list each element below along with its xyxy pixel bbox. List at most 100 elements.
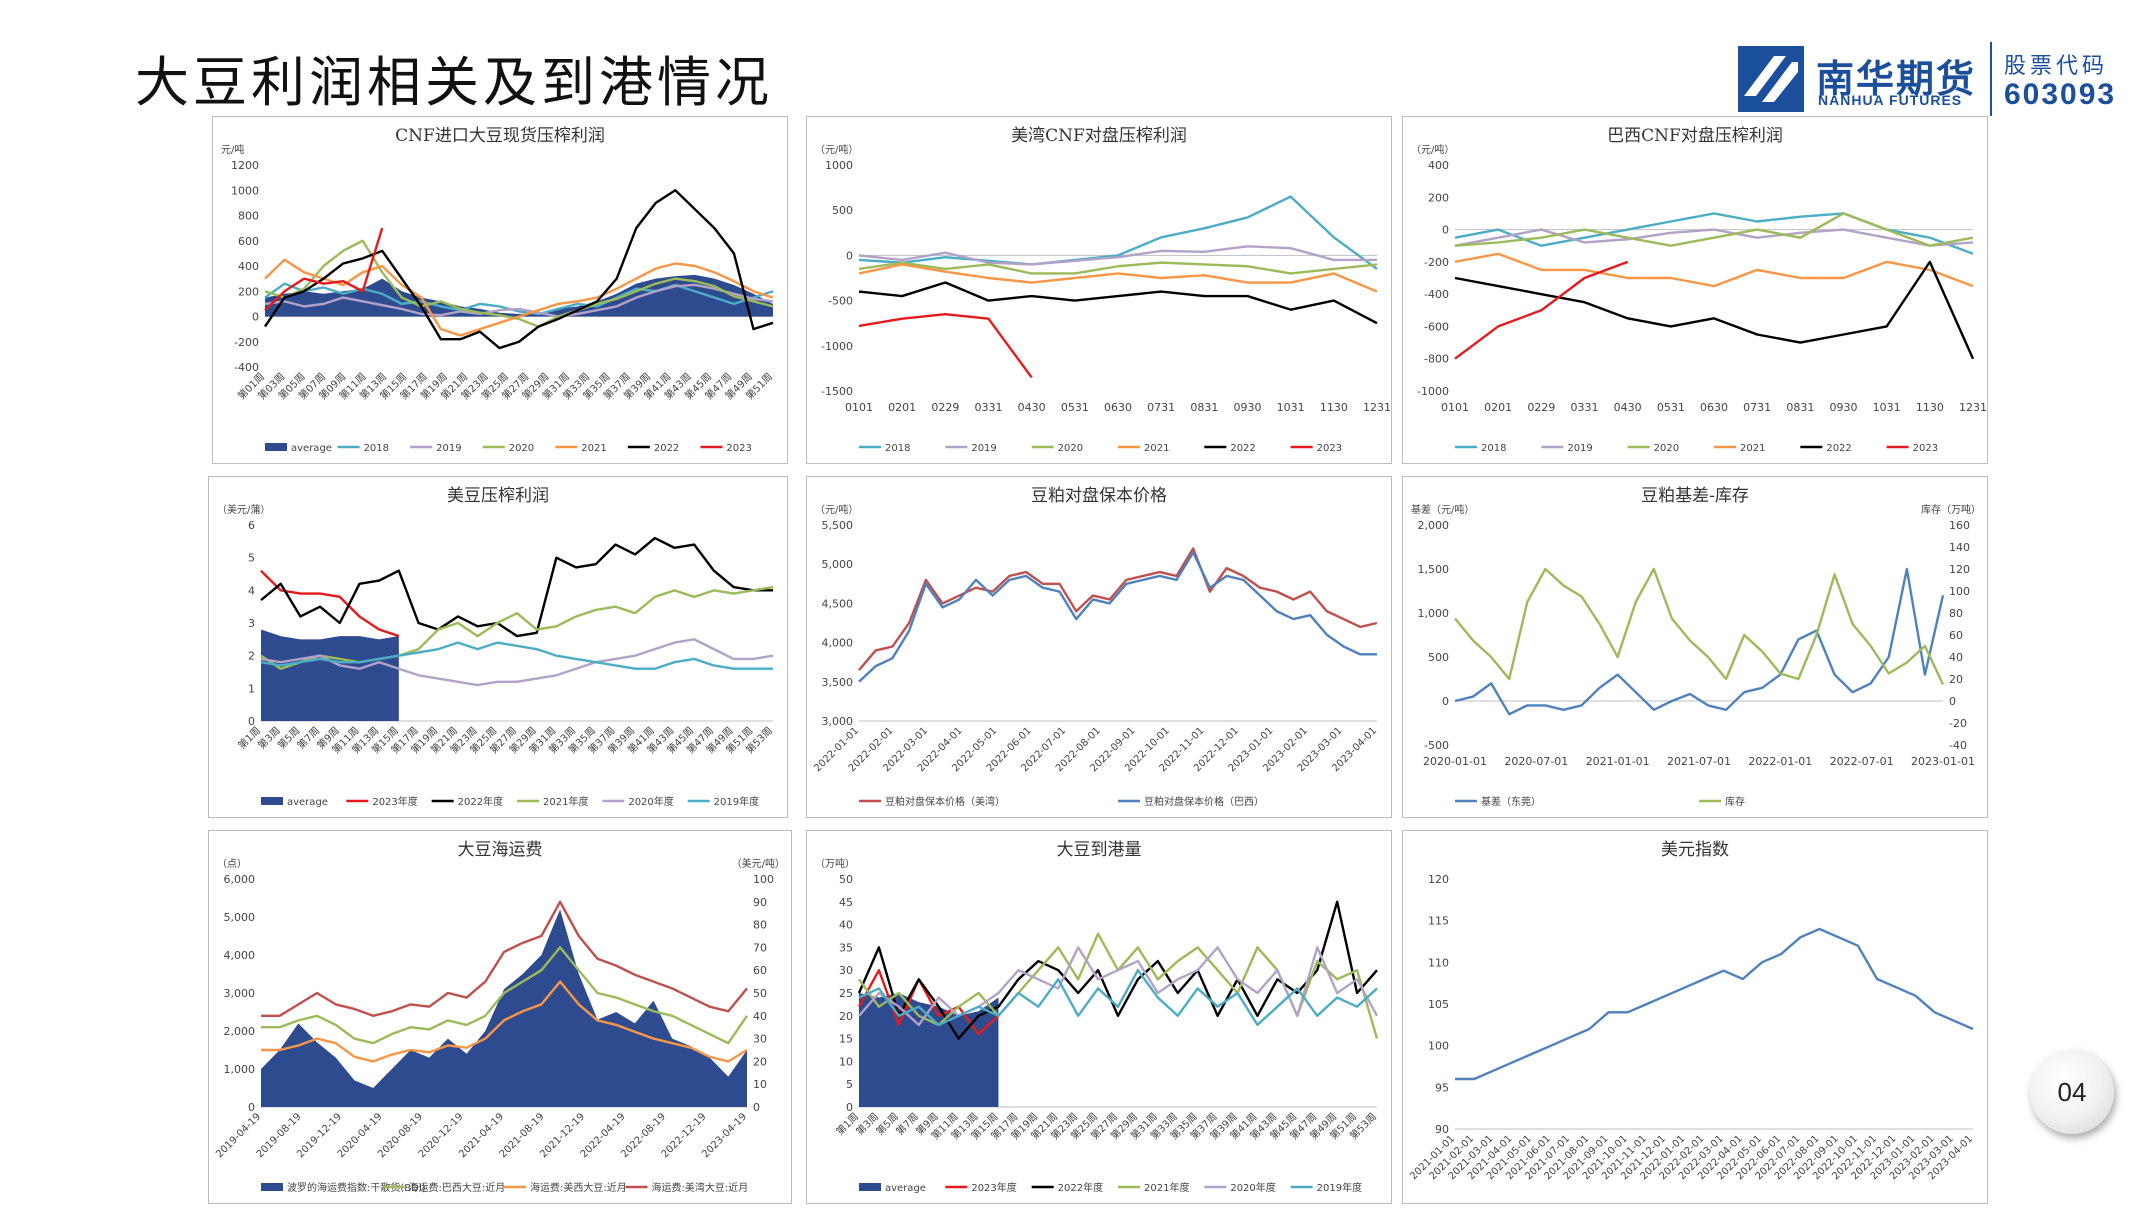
logo-name-cn: 南华期货 [1816,57,1977,101]
legend-label: 2020 [509,443,534,454]
y2-tick-label: 60 [1949,629,1963,642]
series-line-c8-0 [857,968,1000,1036]
x-tick-label: 0531 [1061,401,1089,414]
y-axis-label: （美元/蒲） [217,503,270,516]
y-tick-label: 400 [238,260,259,273]
legend-swatch [261,1183,283,1191]
y-tick-label: 90 [1435,1123,1449,1136]
series-line-c5-0 [858,547,1378,671]
y-tick-label: 500 [832,204,853,217]
series-line-c6-0 [1454,567,1945,716]
legend-label: 2020 [1058,443,1083,454]
y-tick-label: 1200 [231,159,259,172]
legend-label: 2020 [1654,443,1679,454]
chart-svg-c8: 大豆到港量（万吨）05101520253035404550第1周第3周第5周第7… [815,840,1379,1194]
y2-tick-label: 0 [753,1101,760,1114]
legend-label: 2022 [1230,443,1255,454]
x-tick-label: 1231 [1959,401,1987,414]
y-tick-label: 45 [839,896,853,909]
series-line-c3-4 [1454,260,1975,360]
legend-label: 2021 [1144,443,1169,454]
x-tick-label: 1031 [1873,401,1901,414]
nanhua-logo-icon [1738,46,1804,112]
y-tick-label: 15 [839,1033,853,1046]
series-line-c7-0 [261,946,748,1045]
series-line-c2-5 [858,312,1033,379]
legend-label: 2023 [1317,443,1342,454]
y2-tick-label: 80 [753,919,767,932]
legend-label: 2023 [1913,443,1938,454]
stock-code: 603093 [2004,78,2117,111]
y-tick-label: 120 [1428,873,1449,886]
chart-panel-soybean-arrivals: 大豆到港量 （万吨） 0 5 10 15 20 25 30 35 40 45 50 第1周 第3周 第5周 第7… [806,830,1392,1204]
page-title: 大豆利润相关及到港情况 [135,51,773,114]
y-axis-label: （点） [217,858,247,870]
y-tick-label: -200 [234,336,259,349]
y2-tick-label: 50 [753,987,767,1000]
area-series-c8 [859,993,999,1107]
chart-panel-soymeal-basis-inventory: 豆粕基差-库存 基差（元/吨） 库存（万吨） -500 0 500 1,000 1,500 2,… [1402,476,1988,818]
x-tick-label: 1130 [1320,401,1348,414]
legend-swatch [859,1183,881,1191]
y2-axis-label: （美元/吨） [732,857,785,870]
y-tick-label: 600 [238,235,259,248]
chart-title: 美豆压榨利润 [447,486,549,506]
series-line-c2-3 [858,263,1378,293]
chart-title: 美湾CNF对盘压榨利润 [1011,126,1187,146]
y-tick-label: 2,000 [1418,519,1450,532]
legend-label: 2019 [971,443,996,454]
y-tick-label: 5,000 [224,911,256,924]
legend-label: 2019年度 [1317,1181,1362,1194]
y-tick-label: -400 [234,361,259,374]
chart-svg-c2: 美湾CNF对盘压榨利润 （元/吨） -1500 -1000 -500 0 500 1000 01… [815,126,1391,454]
y2-tick-label: 120 [1949,563,1970,576]
y-tick-label: 1,500 [1418,563,1450,576]
legend-label: 2020年度 [628,795,673,808]
chart-panel-soymeal-breakeven-price: 豆粕对盘保本价格 （元/吨） 3,000 3,500 4,000 4,500 5,000 5,… [806,476,1392,818]
x-tick-label: 2021-07-01 [1667,755,1731,768]
y-axis-label: （元/吨） [1411,143,1454,156]
y2-tick-label: 80 [1949,607,1963,620]
y-tick-label: 0 [248,715,255,728]
legend-label: 2018 [364,443,389,454]
y-tick-label: 400 [1428,159,1449,172]
y-tick-label: 4,500 [822,597,854,610]
series-line-c7-1 [261,980,748,1063]
y2-tick-label: 20 [753,1055,767,1068]
company-logo: 南华期货 NANHUA FUTURES 股票代码 603093 [1738,42,2118,116]
y2-tick-label: 100 [1949,585,1970,598]
legend-label: average [885,1183,926,1194]
series-line-c4-4 [260,641,773,670]
x-tick-label: 0229 [931,401,959,414]
chart-title: 美元指数 [1661,840,1729,860]
legend-label: 2019年度 [714,795,759,808]
legend-label: 2021年度 [543,795,588,808]
y-tick-label: 40 [839,919,853,932]
y-tick-label: 6 [248,519,255,532]
stock-label: 股票代码 [2004,54,2109,79]
legend-label: 2022 [1826,443,1851,454]
legend-label: 海运费:巴西大豆:近月 [409,1181,506,1194]
y2-tick-label: 10 [753,1078,767,1091]
x-tick-label: 0101 [1441,401,1469,414]
y-tick-label: 0 [1442,224,1449,237]
series-line-c4-2 [260,585,774,670]
series-line-c3-5 [1454,260,1629,360]
y-tick-label: 35 [839,941,853,954]
series-line-c1-4 [264,189,774,350]
chart-svg-c9: 美元指数90951001051101151202021-01-012021-02… [1408,840,1975,1182]
y2-tick-label: 160 [1949,519,1970,532]
y-tick-label: 5 [846,1078,853,1091]
y-tick-label: 5 [248,552,255,565]
chart-panel-us-gulf-cnf-crush-profit: 美湾CNF对盘压榨利润 （元/吨） -1500 -1000 -500 0 500 1000 01… [806,116,1392,464]
legend-label: 2019 [1567,443,1592,454]
y-tick-label: 6,000 [224,873,256,886]
legend-label: 海运费:美西大豆:近月 [530,1181,627,1194]
y-tick-label: 2 [248,650,255,663]
series-line-c2-1 [858,245,1377,266]
y-tick-label: 100 [1428,1040,1449,1053]
series-line-c2-2 [858,261,1378,275]
chart-panel-us-soy-crush-profit: 美豆压榨利润 （美元/蒲） 0 1 2 3 4 5 6 第1周 第3周 第5周 第7周 第9周 第11周 第1… [208,476,788,818]
